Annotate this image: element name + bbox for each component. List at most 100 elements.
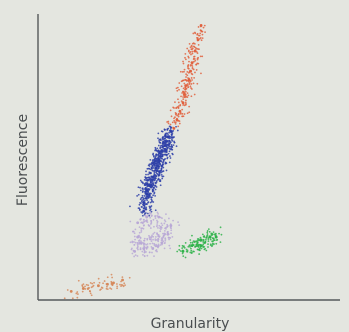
data-point bbox=[143, 202, 146, 205]
data-point bbox=[110, 273, 113, 276]
data-point bbox=[204, 247, 207, 250]
data-point bbox=[75, 292, 78, 295]
data-point bbox=[163, 242, 166, 245]
data-point bbox=[151, 234, 153, 237]
data-point bbox=[183, 68, 186, 71]
data-point bbox=[176, 250, 179, 253]
data-point bbox=[164, 237, 167, 240]
data-point bbox=[145, 219, 148, 222]
data-point bbox=[119, 283, 121, 286]
data-point bbox=[186, 47, 189, 50]
data-point bbox=[153, 164, 156, 167]
data-point bbox=[160, 222, 163, 225]
data-point bbox=[166, 223, 169, 226]
data-point bbox=[162, 163, 165, 166]
data-point bbox=[152, 178, 155, 181]
data-point bbox=[157, 161, 160, 164]
data-point bbox=[144, 187, 147, 190]
data-point bbox=[181, 115, 183, 118]
data-point bbox=[202, 238, 205, 241]
data-point bbox=[198, 249, 201, 251]
data-point bbox=[134, 254, 137, 256]
data-point bbox=[189, 251, 192, 254]
data-point bbox=[176, 129, 179, 132]
data-point bbox=[142, 218, 145, 221]
data-point bbox=[157, 215, 160, 218]
data-point bbox=[154, 194, 157, 197]
data-point bbox=[97, 284, 100, 288]
data-point bbox=[133, 243, 136, 246]
data-point bbox=[157, 238, 160, 241]
data-point bbox=[134, 238, 136, 241]
data-point bbox=[151, 180, 154, 183]
data-points bbox=[63, 24, 223, 300]
data-point bbox=[151, 200, 153, 203]
data-point bbox=[98, 281, 101, 284]
data-point bbox=[129, 241, 132, 244]
data-point bbox=[169, 224, 173, 228]
data-point bbox=[165, 227, 167, 230]
data-point bbox=[149, 201, 152, 204]
data-point bbox=[163, 153, 165, 156]
data-point bbox=[151, 247, 154, 250]
data-point bbox=[214, 233, 217, 236]
data-point bbox=[153, 158, 156, 161]
data-point bbox=[145, 170, 147, 173]
data-point bbox=[149, 242, 151, 245]
data-point bbox=[201, 55, 204, 58]
data-point bbox=[139, 201, 141, 204]
data-point bbox=[103, 280, 106, 282]
data-point bbox=[145, 206, 148, 209]
data-point bbox=[196, 244, 199, 247]
data-point bbox=[188, 77, 191, 80]
series-2 bbox=[129, 209, 181, 258]
data-point bbox=[191, 64, 194, 67]
data-point bbox=[193, 57, 195, 60]
data-point bbox=[171, 136, 174, 139]
data-point bbox=[140, 221, 142, 224]
data-point bbox=[174, 101, 176, 104]
data-point bbox=[150, 223, 152, 225]
data-point bbox=[173, 141, 176, 144]
data-point bbox=[209, 238, 212, 241]
data-point bbox=[200, 247, 203, 250]
data-point bbox=[152, 218, 155, 221]
data-point bbox=[161, 224, 164, 227]
data-point bbox=[207, 246, 209, 248]
data-point bbox=[177, 98, 179, 101]
data-point bbox=[177, 101, 180, 104]
data-point bbox=[155, 180, 158, 182]
data-point bbox=[161, 243, 163, 246]
data-point bbox=[190, 53, 192, 56]
data-point bbox=[152, 184, 155, 186]
data-point bbox=[142, 207, 145, 210]
data-point bbox=[181, 247, 184, 250]
data-point bbox=[143, 205, 146, 208]
data-point bbox=[148, 238, 151, 241]
data-point bbox=[149, 163, 152, 166]
data-point bbox=[177, 221, 179, 224]
data-point bbox=[186, 96, 189, 99]
data-point bbox=[77, 293, 79, 295]
data-point bbox=[133, 235, 136, 238]
data-point bbox=[197, 48, 199, 50]
data-point bbox=[166, 121, 169, 123]
data-point bbox=[151, 196, 153, 199]
data-point bbox=[157, 149, 160, 152]
data-point bbox=[178, 82, 181, 84]
data-point bbox=[150, 168, 153, 170]
data-point bbox=[190, 44, 193, 47]
data-point bbox=[136, 241, 139, 244]
data-point bbox=[106, 288, 109, 290]
data-point bbox=[111, 276, 114, 279]
data-point bbox=[139, 186, 141, 189]
data-point bbox=[154, 238, 157, 241]
data-point bbox=[188, 105, 191, 108]
data-point bbox=[187, 65, 189, 68]
data-point bbox=[213, 239, 216, 242]
data-point bbox=[182, 98, 185, 100]
data-point bbox=[150, 219, 153, 222]
data-point bbox=[129, 220, 132, 223]
data-point bbox=[179, 111, 182, 114]
data-point bbox=[184, 99, 187, 102]
